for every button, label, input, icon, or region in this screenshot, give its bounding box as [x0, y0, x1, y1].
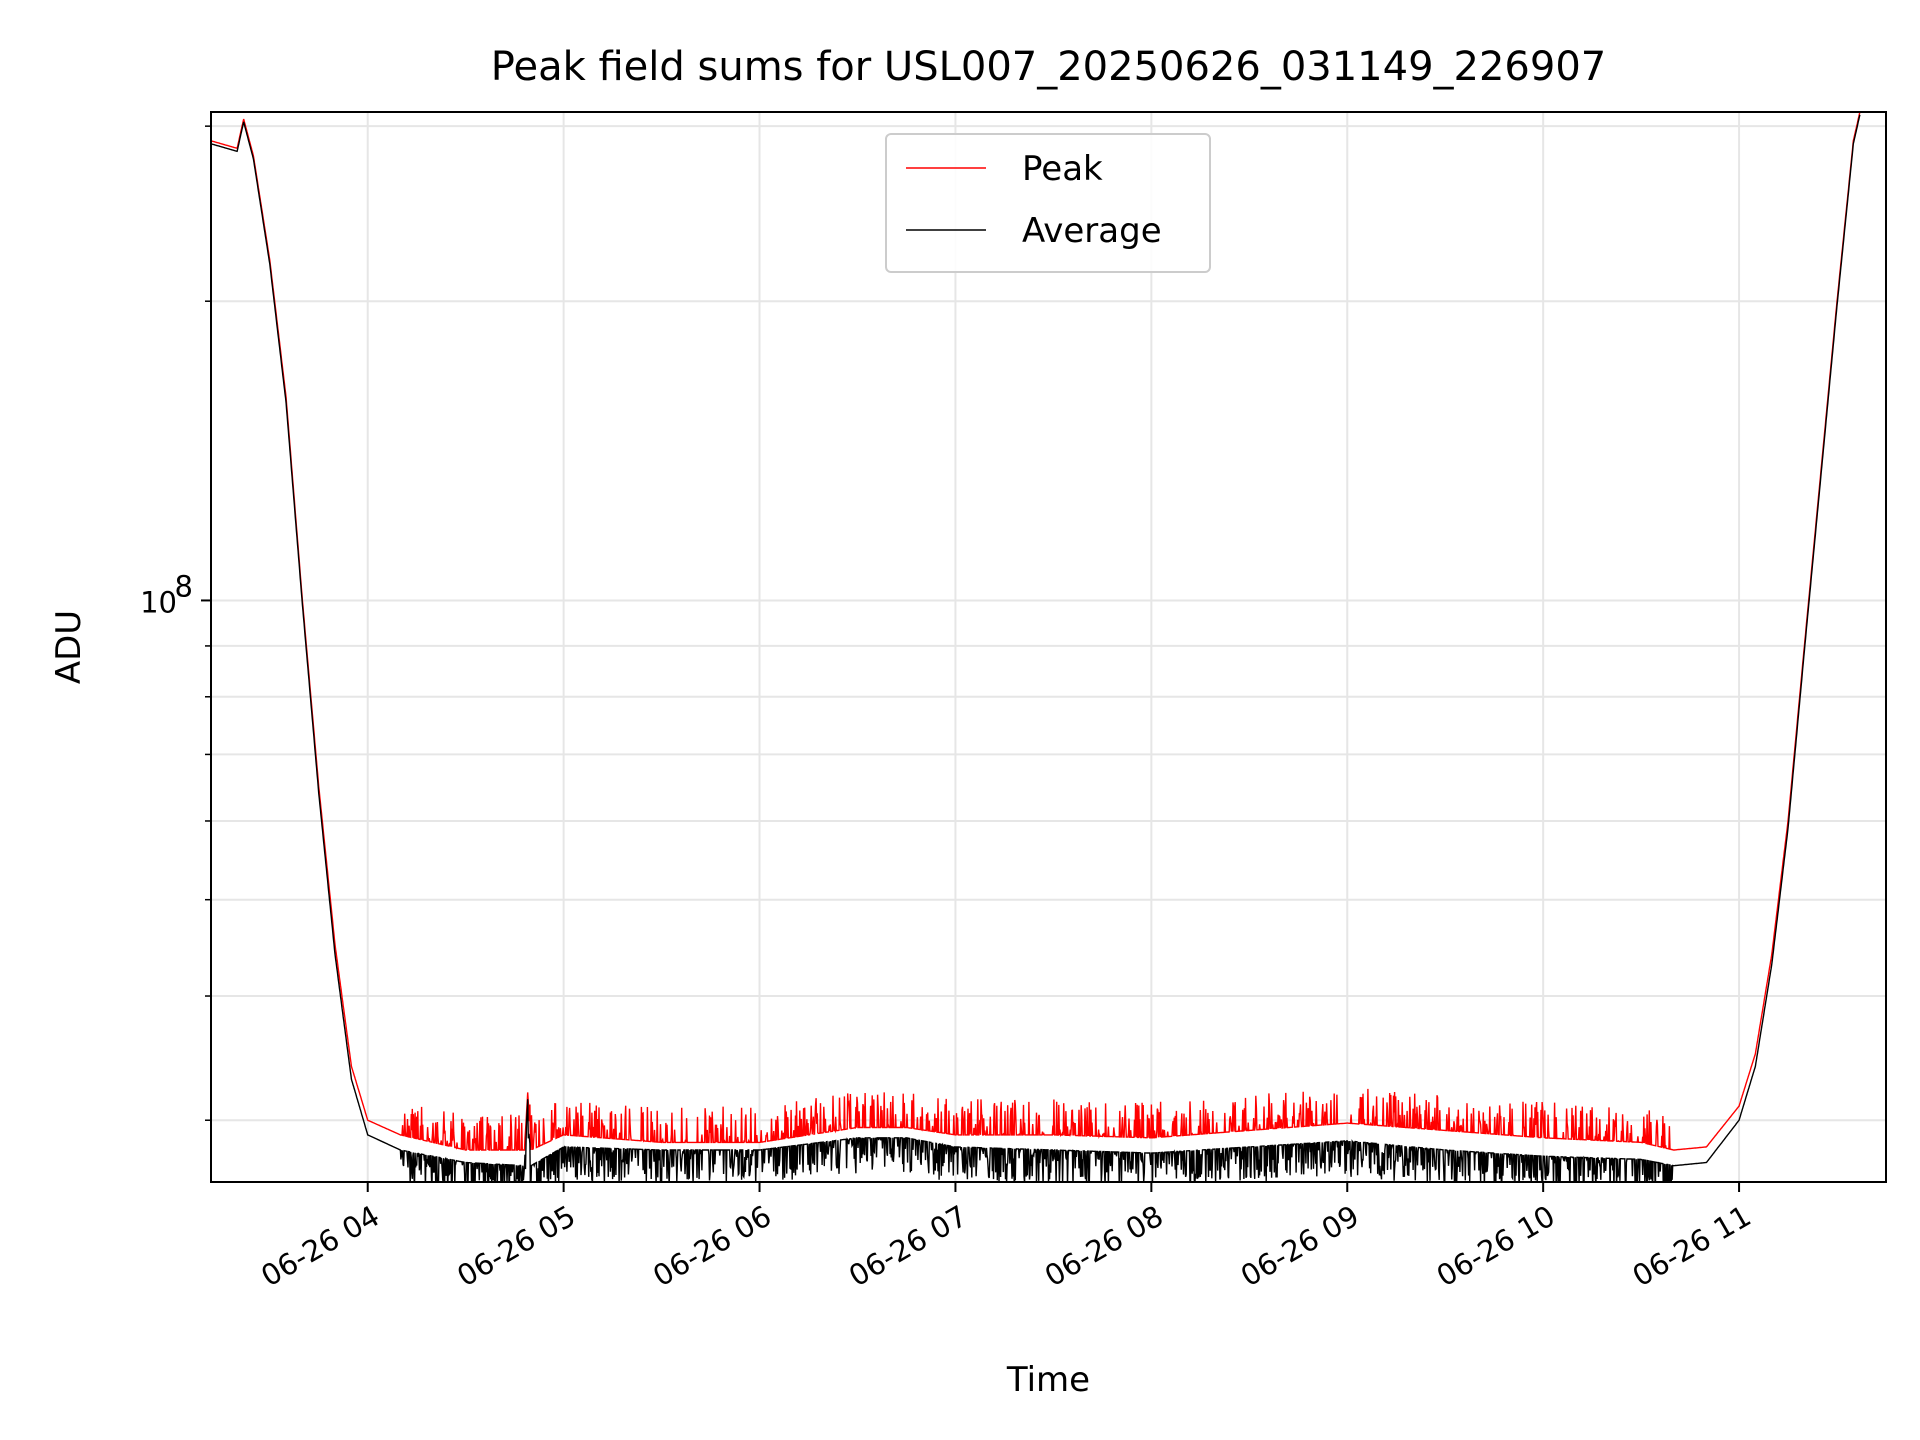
y-tick-label: 10 — [140, 585, 177, 619]
grid — [211, 112, 1886, 1182]
legend-label-average: Average — [1022, 211, 1162, 251]
legend-label-peak: Peak — [1022, 149, 1103, 189]
legend: Peak Average — [885, 133, 1211, 273]
plot-area — [211, 112, 1861, 1182]
x-axis-label: Time — [1006, 1360, 1090, 1400]
plot-frame — [210, 111, 1887, 1183]
y-axis-label: ADU — [49, 610, 89, 684]
series-line-peak — [211, 112, 1861, 1151]
series-line-average — [211, 114, 1861, 1182]
chart-title: Peak field sums for USL007_20250626_0311… — [491, 44, 1606, 90]
y-tick-exponent: 8 — [175, 569, 193, 603]
